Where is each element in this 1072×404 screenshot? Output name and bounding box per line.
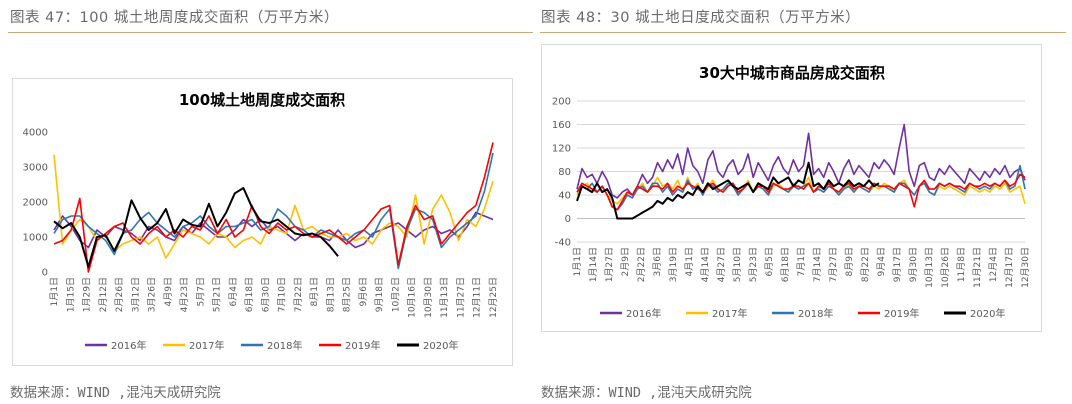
x-tick-label: 1月14日 [588,247,599,282]
x-tick-label: 3月12日 [130,277,141,312]
x-tick-label: 8月1日 [309,277,320,306]
x-tick-label: 1月1日 [49,277,60,306]
x-tick-label: 12月17日 [1004,247,1015,288]
x-tick-label: 1月29日 [82,277,93,312]
y-tick-label: 80 [558,167,571,178]
legend-label: 2018年 [798,307,833,320]
chart-panel-left: 100城土地周度成交面积 0 1000 2000 3000 4000 1月1日 1月15日 1月… [12,78,513,366]
legend-label: 2020年 [423,339,458,352]
x-tick-label: 6月18日 [244,277,255,312]
y-tick-label: 200 [552,97,571,108]
x-tick-label: 6月4日 [228,277,239,306]
x-tick-label: 5月21日 [212,277,223,312]
x-tick-label: 10月16日 [407,277,418,318]
x-tick-label: 4月1日 [684,247,695,276]
title-rule-right [540,32,1066,33]
source-note-left: 数据来源：WIND ,混沌天成研究院 [10,385,221,401]
legend-label: 2018年 [267,339,302,352]
x-tick-label: 8月13日 [325,277,336,312]
x-tick-label: 12月4日 [988,247,999,282]
legend-label: 2016年 [626,307,661,320]
x-tick-label: 7月1日 [796,247,807,276]
x-tick-label: 9月17日 [892,247,903,282]
x-tick-label: 6月5日 [764,247,775,276]
y-tick-label: 40 [558,191,571,202]
x-tick-label: 9月30日 [908,247,919,282]
legend-label: 2019年 [345,339,380,352]
y-tick-label: 0 [42,268,48,279]
source-note-right: 数据来源：WIND ,混沌天成研究院 [541,385,752,401]
x-tick-label: 2月26日 [114,277,125,312]
x-tick-label: 4月27日 [716,247,727,282]
chart-title: 30大中城市商品房成交面积 [699,64,885,82]
x-tick-label: 4月9日 [163,277,174,306]
title-rule-left [8,32,533,33]
x-tick-label: 6月18日 [780,247,791,282]
x-tick-label: 6月30日 [260,277,271,312]
x-tick-label: 1月15日 [65,277,76,312]
x-tick-label: 5月10日 [732,247,743,282]
legend-label: 2019年 [884,307,919,320]
series-line [576,161,880,220]
x-tick-label: 9月6日 [358,277,369,306]
legend-label: 2017年 [712,307,747,320]
x-tick-label: 10月13日 [924,247,935,288]
x-tick-label: 12月11日 [472,277,483,318]
figure-title-left: 图表 47：100 城土地周度成交面积（万平方米） [10,10,339,26]
x-tick-label: 7月27日 [828,247,839,282]
series-line [576,123,1026,199]
y-tick-label: 3000 [23,163,48,174]
x-tick-label: 11月21日 [972,247,983,288]
chart-panel-right: 30大中城市商品房成交面积 -40 0 40 80 120 160 200 1月1日 1月14日 1… [541,44,1042,332]
x-tick-label: 11月27日 [455,277,466,318]
x-tick-label: 12月25日 [488,277,499,318]
chart-100-cities-weekly: 100城土地周度成交面积 0 1000 2000 3000 4000 1月1日 1月15日 1月… [23,91,499,352]
y-tick-label: 1000 [23,233,48,244]
figure-title-right: 图表 48：30 城土地日度成交面积（万平方米） [541,10,861,26]
x-tick-label: 11月13日 [439,277,450,318]
series-line [53,152,494,270]
x-tick-label: 1月27日 [604,247,615,282]
x-tick-label: 7月14日 [812,247,823,282]
x-tick-label: 10月2日 [390,277,401,312]
x-tick-label: 8月25日 [342,277,353,312]
x-tick-label: 5月7日 [195,277,206,306]
x-tick-label: 2月9日 [620,247,631,276]
y-tick-label: 4000 [23,128,48,139]
x-tick-label: 8月9日 [844,247,855,276]
x-tick-label: 1月1日 [572,247,583,276]
chart-title: 100城土地周度成交面积 [179,91,345,109]
y-tick-label: 160 [552,120,571,131]
x-tick-label: 12月30日 [1020,247,1031,288]
x-tick-label: 10月26日 [940,247,951,288]
x-tick-label: 9月18日 [374,277,385,312]
series-line [53,142,494,273]
x-tick-label: 4月23日 [179,277,190,312]
y-tick-label: 0 [565,214,571,225]
y-tick-label: 2000 [23,198,48,209]
x-tick-label: 4月14日 [700,247,711,282]
x-tick-label: 3月26日 [147,277,158,312]
series-line [576,173,1026,211]
x-tick-label: 11月8日 [956,247,967,282]
x-tick-label: 10月30日 [423,277,434,318]
legend-label: 2016年 [111,339,146,352]
series-line [53,187,339,268]
x-tick-label: 7月22日 [293,277,304,312]
x-tick-label: 5月23日 [748,247,759,282]
chart-30-cities-daily: 30大中城市商品房成交面积 -40 0 40 80 120 160 200 1月1日 1月14日 1… [552,64,1031,320]
x-tick-label: 2月12日 [98,277,109,312]
legend-label: 2020年 [970,307,1005,320]
x-tick-label: 9月4日 [876,247,887,276]
y-tick-label: -40 [555,238,571,249]
x-tick-label: 3月6日 [652,247,663,276]
x-tick-label: 2月22日 [636,247,647,282]
legend-label: 2017年 [189,339,224,352]
y-tick-label: 120 [552,144,571,155]
x-tick-label: 3月19日 [668,247,679,282]
x-tick-label: 7月10日 [277,277,288,312]
x-tick-label: 8月22日 [860,247,871,282]
